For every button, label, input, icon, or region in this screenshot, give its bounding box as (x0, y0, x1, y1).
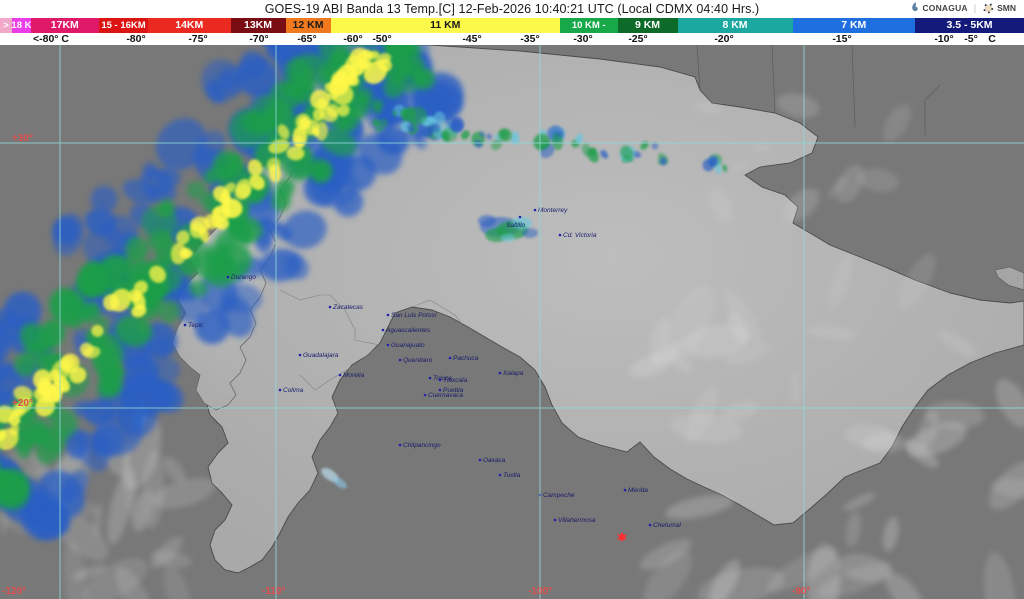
svg-text:Monterrey: Monterrey (538, 207, 568, 214)
svg-text:Oaxaca: Oaxaca (483, 457, 506, 464)
svg-text:+30°: +30° (12, 133, 33, 144)
svg-text:Tlaxcala: Tlaxcala (443, 377, 468, 384)
svg-text:Zacatecas: Zacatecas (332, 304, 364, 311)
svg-text:-100°: -100° (528, 586, 552, 597)
svg-text:Durango: Durango (231, 274, 256, 281)
svg-text:Pachuca: Pachuca (453, 355, 479, 362)
svg-text:Tuxtla: Tuxtla (503, 472, 521, 479)
svg-text:San Luis Potosí: San Luis Potosí (391, 312, 438, 319)
svg-text:Aguascalientes: Aguascalientes (385, 327, 431, 334)
svg-text:Cuernavaca: Cuernavaca (428, 392, 463, 399)
svg-text:Guadalajara: Guadalajara (303, 352, 339, 359)
svg-text:Querétaro: Querétaro (403, 357, 433, 364)
svg-text:Morelia: Morelia (343, 372, 365, 379)
svg-text:Chilpancingo: Chilpancingo (403, 442, 441, 449)
svg-text:Cd. Victoria: Cd. Victoria (563, 232, 597, 239)
svg-text:Chetumal: Chetumal (653, 522, 681, 529)
svg-text:Mérida: Mérida (628, 487, 648, 494)
svg-text:Guanajuato: Guanajuato (391, 342, 425, 349)
svg-text:+20°: +20° (12, 398, 33, 409)
svg-text:Villahermosa: Villahermosa (558, 517, 596, 524)
svg-text:Xalapa: Xalapa (502, 370, 524, 377)
svg-text:-120°: -120° (2, 586, 26, 597)
svg-text:Campeche: Campeche (543, 492, 575, 499)
svg-text:Saltillo: Saltillo (506, 222, 526, 229)
svg-text:-90°: -90° (792, 586, 810, 597)
svg-text:Colima: Colima (283, 387, 304, 394)
svg-text:Tepic: Tepic (188, 322, 204, 329)
svg-text:-110°: -110° (262, 586, 285, 597)
